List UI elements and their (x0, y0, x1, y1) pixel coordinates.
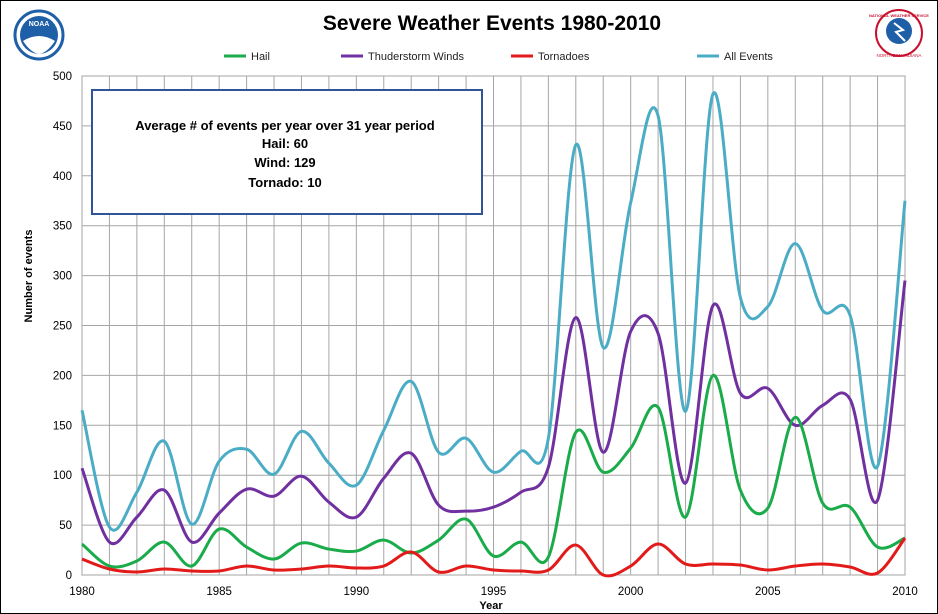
annotation-box: Average # of events per year over 31 yea… (91, 89, 483, 215)
x-tick-label: 2010 (892, 586, 918, 598)
series-lines (80, 91, 907, 578)
y-tick-label: 100 (53, 470, 72, 482)
y-axis-ticks: 0 50 100 150 200 250 300 350 400 450 500 (53, 71, 72, 582)
noaa-logo-text: NOAA (29, 21, 50, 28)
y-tick-label: 400 (53, 171, 72, 183)
x-tick-label: 1980 (69, 586, 95, 598)
x-axis-ticks: 1980 1985 1990 1995 2000 2005 2010 (69, 586, 918, 598)
nws-logo-subtext: NORTHERN INDIANA (877, 53, 922, 58)
chart-title: Severe Weather Events 1980-2010 (323, 12, 661, 35)
legend-label-all-events: All Events (724, 51, 773, 63)
series-line-all-events (80, 91, 907, 532)
nws-logo: NATIONAL WEATHER SERVICE NORTHERN INDIAN… (869, 9, 929, 58)
y-tick-label: 0 (66, 570, 72, 582)
y-tick-label: 450 (53, 121, 72, 133)
x-tick-label: 1995 (481, 586, 507, 598)
x-tick-label: 1985 (206, 586, 232, 598)
series-line-tornadoes (81, 537, 907, 578)
y-tick-label: 300 (53, 271, 72, 283)
y-tick-label: 200 (53, 370, 72, 382)
y-axis-label: Number of events (23, 230, 35, 323)
legend: Hail Thuderstorm Winds Tornadoes All Events (224, 51, 773, 63)
series-line-hail (81, 373, 906, 569)
legend-label-tornadoes: Tornadoes (538, 51, 590, 63)
annotation-line-4: Tornado: 10 (248, 175, 321, 190)
annotation-line-3: Wind: 129 (254, 155, 315, 170)
x-tick-label: 1990 (344, 586, 370, 598)
x-tick-label: 2000 (618, 586, 644, 598)
y-tick-label: 150 (53, 420, 72, 432)
legend-label-thuderstorm-winds: Thuderstorm Winds (368, 51, 464, 63)
annotation-line-2: Hail: 60 (262, 136, 308, 151)
noaa-logo: NOAA (13, 9, 65, 61)
y-tick-label: 350 (53, 221, 72, 233)
x-tick-label: 2005 (755, 586, 781, 598)
series-line-thuderstorm-winds (80, 280, 907, 546)
legend-label-hail: Hail (251, 51, 270, 63)
y-tick-label: 50 (59, 520, 72, 532)
y-tick-label: 250 (53, 321, 72, 333)
y-tick-label: 500 (53, 71, 72, 83)
nws-logo-text: NATIONAL WEATHER SERVICE (869, 13, 929, 18)
annotation-line-1: Average # of events per year over 31 yea… (135, 118, 434, 133)
x-axis-label: Year (479, 600, 503, 612)
